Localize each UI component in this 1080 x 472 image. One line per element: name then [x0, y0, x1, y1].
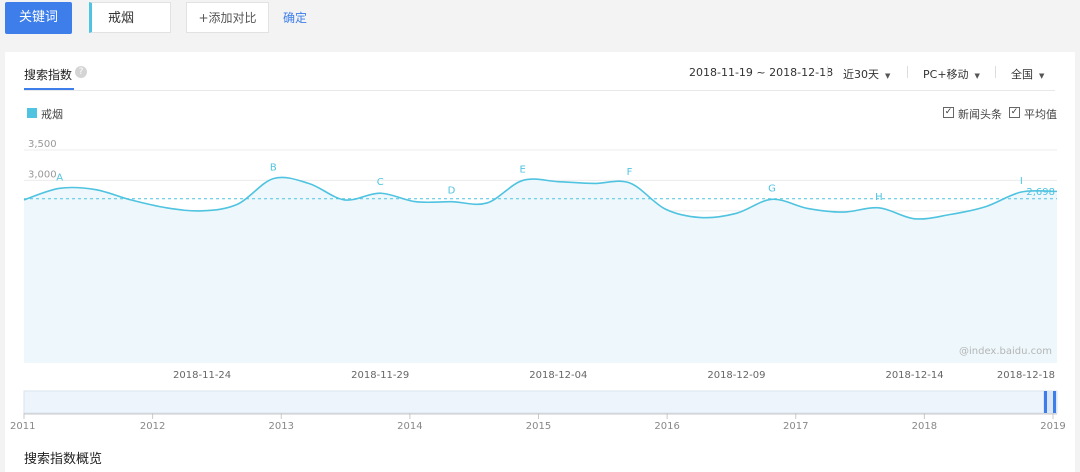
annotation-label: H	[875, 192, 883, 203]
average-checkbox[interactable]: ✓	[1009, 107, 1020, 118]
timeline-year-label: 2013	[269, 421, 294, 432]
legend-swatch	[27, 108, 37, 118]
x-tick-label: 2018-12-04	[529, 370, 587, 381]
x-tick-label: 2018-12-14	[885, 370, 943, 381]
keyword-button[interactable]: 关键词	[5, 2, 72, 34]
add-compare-label: 添加对比	[208, 11, 257, 25]
region-value: 全国	[1011, 68, 1033, 81]
legend-series-label[interactable]: 戒烟	[41, 108, 63, 121]
timeline-year-label: 2011	[10, 421, 35, 432]
region-select[interactable]: 全国 ▼	[1011, 66, 1044, 82]
confirm-link[interactable]: 确定	[283, 11, 308, 25]
annotation-label: F	[627, 167, 633, 178]
x-tick-label: 2018-11-24	[173, 370, 231, 381]
timeline-navigator	[23, 390, 1058, 414]
y-tick-label: 3,000	[28, 169, 57, 180]
period-value: 近30天	[843, 68, 879, 81]
caret-down-icon: ▼	[885, 72, 891, 80]
annotation-label: I	[1020, 176, 1023, 187]
period-select[interactable]: 近30天 ▼	[843, 66, 890, 82]
series-line	[23, 176, 1058, 220]
timeline-year-label: 2017	[783, 421, 808, 432]
search-index-chart[interactable]: 5001,0001,5002,0002,5003,0003,5002,698AB…	[0, 0, 1080, 458]
timeline-year-label: 2014	[397, 421, 422, 432]
device-select[interactable]: PC+移动 ▼	[923, 66, 980, 82]
tab-search-index[interactable]: 搜索指数	[24, 68, 73, 82]
watermark: @index.baidu.com	[959, 346, 1052, 357]
y-tick-label: 3,500	[28, 139, 57, 150]
divider	[827, 66, 828, 78]
help-icon[interactable]: ?	[75, 66, 87, 78]
average-label: 平均值	[1024, 108, 1057, 121]
timeline-handle-right	[1053, 391, 1056, 413]
news-headlines-checkbox[interactable]: ✓	[943, 107, 954, 118]
annotation-label: E	[520, 164, 526, 175]
caret-down-icon: ▼	[974, 72, 980, 80]
timeline-year-label: 2015	[526, 421, 551, 432]
x-tick-label: 2018-12-18	[997, 370, 1055, 381]
tab-active-indicator	[24, 88, 74, 90]
timeline-year-label: 2018	[912, 421, 937, 432]
caret-down-icon: ▼	[1039, 72, 1045, 80]
annotation-label: A	[56, 172, 63, 183]
x-tick-label: 2018-11-29	[351, 370, 409, 381]
x-tick-label: 2018-12-09	[707, 370, 765, 381]
date-range-picker[interactable]: 2018-11-19 ~ 2018-12-18	[689, 66, 834, 79]
divider	[24, 90, 1055, 91]
keyword-input[interactable]: 戒烟	[89, 2, 171, 33]
annotation-label: D	[448, 186, 456, 197]
timeline-year-label: 2016	[654, 421, 679, 432]
divider	[995, 66, 996, 78]
timeline-year-label: 2012	[140, 421, 165, 432]
annotation-label: C	[377, 177, 384, 188]
device-value: PC+移动	[923, 68, 969, 81]
series-area	[24, 177, 1057, 363]
add-compare-button[interactable]: +添加对比	[186, 2, 269, 33]
timeline-handle-left	[1044, 391, 1047, 413]
timeline-year-label: 2019	[1040, 421, 1065, 432]
plus-icon: +	[198, 11, 209, 25]
divider	[907, 66, 908, 78]
annotation-label: B	[270, 163, 277, 174]
annotation-label: G	[768, 183, 776, 194]
news-headlines-label: 新闻头条	[958, 108, 1002, 121]
toolbar: 关键词 戒烟 +添加对比 确定	[0, 0, 1080, 40]
average-value-label: 2,698	[1026, 187, 1055, 198]
